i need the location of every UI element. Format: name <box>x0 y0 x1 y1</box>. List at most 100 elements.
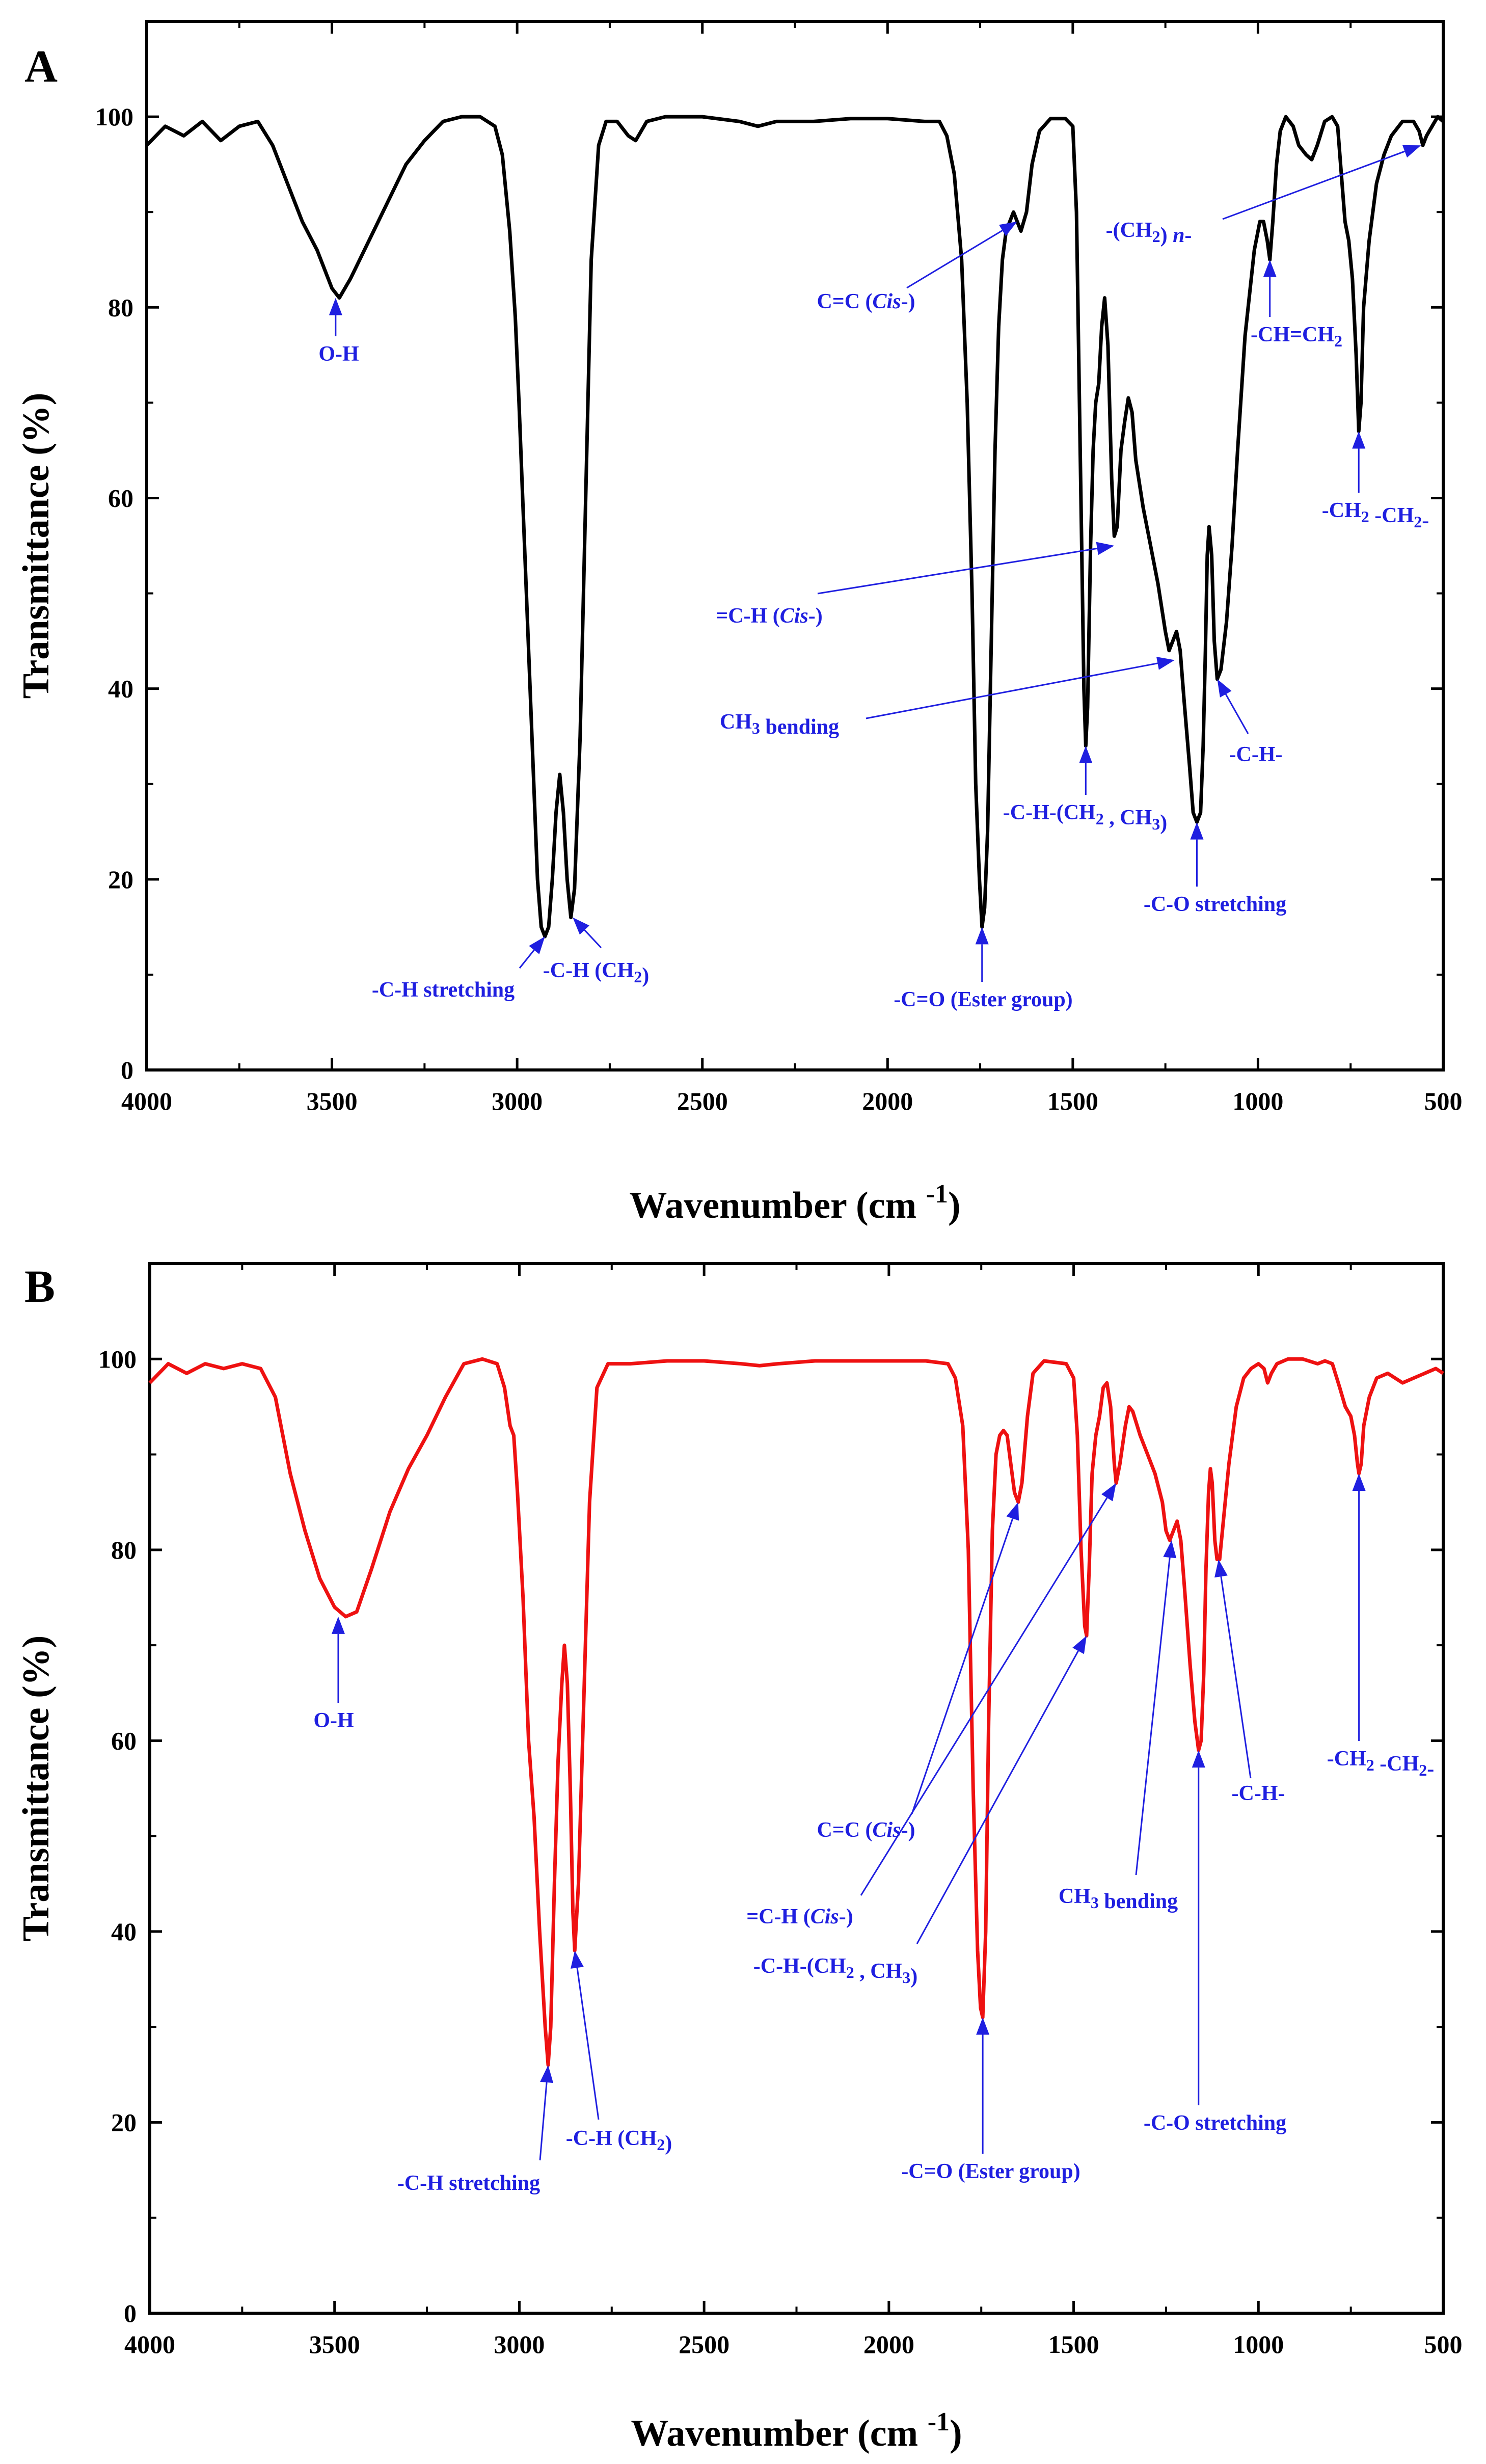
axis-ticks-a: 4000 3500 3000 2500 2000 1500 1000 500 0 20 40 60 80… <box>95 21 1463 1115</box>
y-tick-label: 40 <box>111 1917 137 1946</box>
annotation-arrowhead <box>998 221 1017 236</box>
annotation-arrow <box>584 929 602 949</box>
y-tick-label: 60 <box>111 1726 137 1755</box>
annotation-arrowhead <box>529 936 545 954</box>
annotation-label: -(CH2) n- <box>1106 219 1192 247</box>
x-tick-label: 2500 <box>679 2330 730 2359</box>
annotation-arrow <box>916 1650 1079 1944</box>
annotation-label: -C=O (Ester group) <box>894 988 1072 1011</box>
x-tick-label: 3000 <box>494 2330 545 2359</box>
x-tick-label: 2000 <box>863 2330 914 2359</box>
annotation-arrowhead <box>571 1950 584 1969</box>
spectrum-line <box>145 115 1445 939</box>
annotation-arrowhead <box>975 927 989 945</box>
annotation-arrowhead <box>1352 431 1366 449</box>
x-tick-label: 1500 <box>1047 1087 1098 1115</box>
x-tick-label: 500 <box>1424 2330 1463 2359</box>
spectrum-b <box>148 1357 1444 2067</box>
annotation-label: -CH=CH2 <box>1251 323 1342 350</box>
annotation-label: -C-H-(CH2 , CH3) <box>1003 801 1167 835</box>
panel-label: B <box>24 1262 55 1312</box>
y-tick-label: 20 <box>108 865 133 894</box>
annotation-arrowhead <box>1156 657 1175 670</box>
panel-a: 4000 3500 3000 2500 2000 1500 1000 500 0 20 40 60 80… <box>15 20 1463 1226</box>
annotation-label: O-H <box>318 342 359 366</box>
annotation-arrow <box>1225 693 1249 734</box>
spectrum-line <box>148 1357 1444 2067</box>
annotation-label: -C-H-(CH2 , CH3) <box>753 1954 917 1988</box>
y-tick-label: 40 <box>108 675 133 703</box>
annotation-label: -CH2 -CH2- <box>1327 1747 1435 1781</box>
annotation-arrowhead <box>1214 1559 1228 1578</box>
annotation-arrowhead <box>1006 1502 1019 1521</box>
x-tick-label: 1000 <box>1232 1087 1283 1115</box>
panel-label: A <box>24 41 58 92</box>
annotation-arrowhead <box>573 917 589 935</box>
spectrum-a <box>145 115 1445 939</box>
annotation-arrowhead <box>1402 145 1421 158</box>
annotation-label: -C-H stretching <box>397 2172 540 2195</box>
annotation-label: O-H <box>313 1709 354 1732</box>
x-tick-label: 500 <box>1424 1087 1463 1115</box>
annotation-arrowhead <box>1217 679 1232 698</box>
annotation-arrow <box>866 662 1158 719</box>
y-tick-label: 60 <box>108 484 133 512</box>
panel-b: 4000 3500 3000 2500 2000 1500 1000 500 0 20 40 60 80… <box>15 1262 1463 2454</box>
y-tick-label: 0 <box>124 2299 137 2327</box>
annotation-arrow <box>817 547 1097 595</box>
y-tick-label: 80 <box>111 1536 137 1564</box>
annotation-arrowhead <box>1192 1750 1205 1768</box>
x-tick-label: 2500 <box>677 1087 728 1115</box>
annotation-label: =C-H (Cis-) <box>746 1905 853 1929</box>
annotation-label: C=C (Cis-) <box>817 290 915 313</box>
y-tick-label: 0 <box>121 1056 133 1084</box>
annotation-arrow <box>911 1518 1014 1814</box>
annotation-arrow <box>860 1497 1108 1896</box>
x-tick-label: 1000 <box>1233 2330 1284 2359</box>
annotation-arrowhead <box>1190 822 1204 840</box>
axis-ticks-b: 4000 3500 3000 2500 2000 1500 1000 500 0 20 40 60 80… <box>98 1264 1463 2359</box>
y-tick-label: 20 <box>111 2108 137 2136</box>
annotation-label: =C-H (Cis-) <box>716 604 822 628</box>
annotation-arrow <box>539 2082 548 2161</box>
annotation-arrow <box>906 230 1003 289</box>
annotation-label: -C-O stretching <box>1144 893 1286 916</box>
annotation-label: -C=O (Ester group) <box>901 2160 1080 2183</box>
annotation-label: -C-H (CH2) <box>566 2127 672 2155</box>
x-tick-label: 4000 <box>124 2330 175 2359</box>
x-tick-label: 3500 <box>309 2330 360 2359</box>
annotation-arrowhead <box>1163 1540 1177 1559</box>
annotation-arrow <box>1222 150 1406 220</box>
annotation-arrowhead <box>1352 1474 1366 1491</box>
y-tick-label: 100 <box>95 102 133 131</box>
annotation-arrow <box>1220 1576 1252 1779</box>
x-tick-label: 3000 <box>492 1087 543 1115</box>
annotation-label: CH3 bending <box>720 710 839 739</box>
annotation-arrow <box>1135 1557 1171 1876</box>
x-tick-label: 2000 <box>862 1087 913 1115</box>
annotation-arrow <box>576 1967 600 2120</box>
annotation-label: -C-H stretching <box>372 978 515 1002</box>
annotation-arrowhead <box>976 2017 990 2035</box>
annotation-label: -C-H (CH2) <box>543 959 649 987</box>
x-tick-label: 4000 <box>121 1087 172 1115</box>
y-tick-label: 100 <box>98 1345 137 1373</box>
annotation-arrow <box>519 949 535 969</box>
y-axis-title: Transmittance (%) <box>15 1636 57 1942</box>
annotation-label: CH3 bending <box>1059 1885 1178 1913</box>
annotations-b: O-H -C-H stretching -C-H (CH2) C=C (Cis-) =C… <box>313 1474 1434 2195</box>
annotation-label: -C-O stretching <box>1144 2111 1286 2135</box>
annotation-arrowhead <box>329 298 342 315</box>
annotation-label: -C-H- <box>1232 1782 1285 1805</box>
annotation-label: C=C (Cis-) <box>817 1818 915 1842</box>
annotation-arrowhead <box>1072 1636 1087 1654</box>
annotation-arrowhead <box>331 1616 345 1634</box>
y-tick-label: 80 <box>108 293 133 322</box>
annotation-label: -CH2 -CH2- <box>1322 499 1429 532</box>
annotation-arrowhead <box>1263 259 1277 277</box>
annotation-arrowhead <box>1079 745 1093 763</box>
x-axis-title: Wavenumber (cm -1) <box>629 1180 960 1226</box>
annotations-a: O-H -C-H stretching -C-H (CH2) C=C (Cis-) =C… <box>318 145 1429 1011</box>
y-axis-title: Transmittance (%) <box>15 393 57 699</box>
